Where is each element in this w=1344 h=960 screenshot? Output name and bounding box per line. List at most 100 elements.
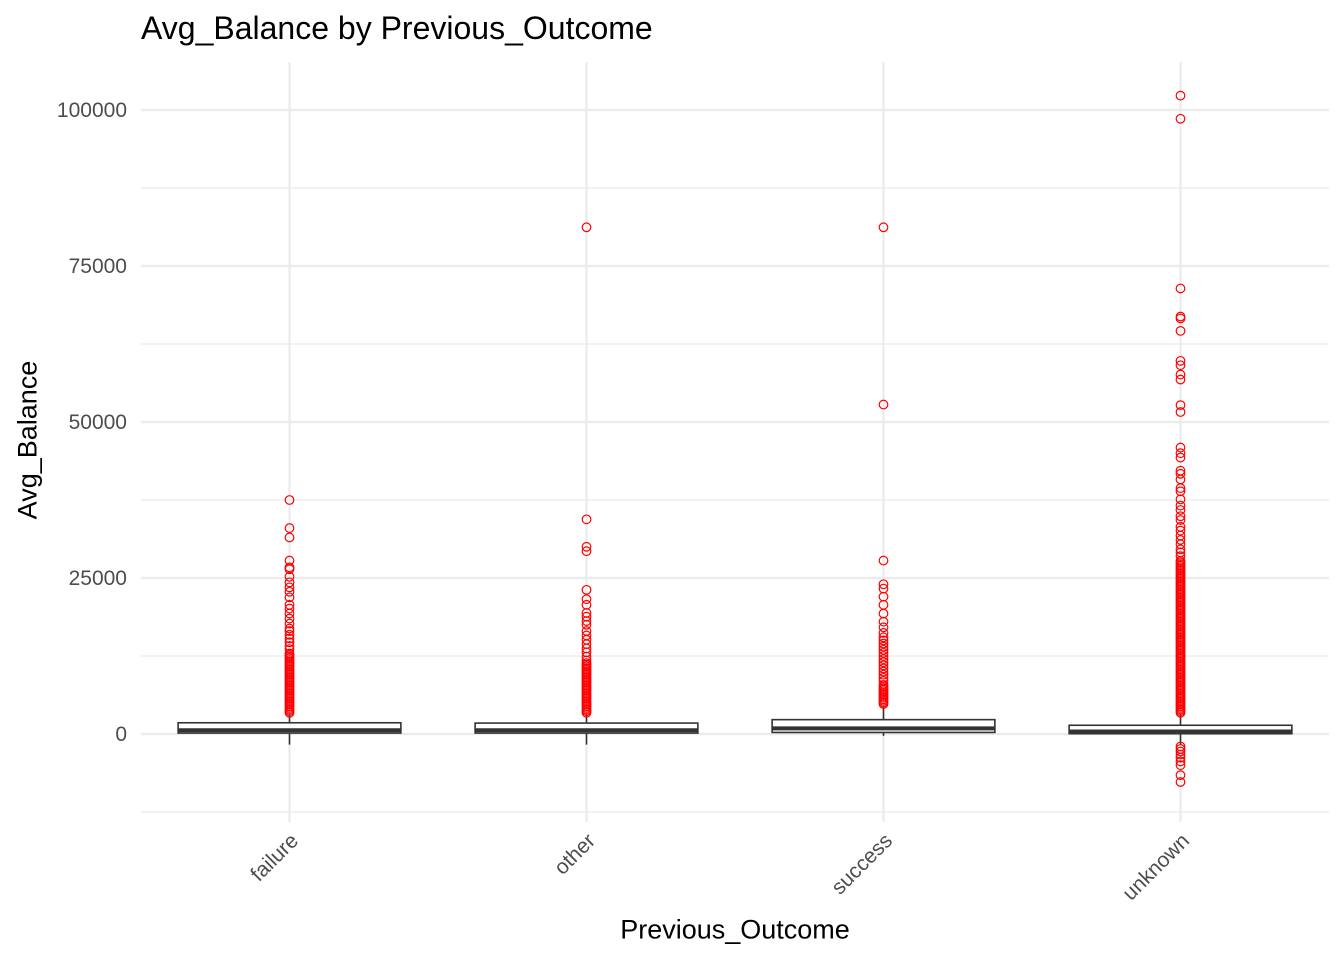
outlier-point [878, 666, 889, 677]
outlier-point [1175, 494, 1186, 505]
outlier-point [284, 626, 295, 636]
outlier-point [1175, 407, 1186, 417]
outlier-points [284, 90, 1186, 787]
outlier-point [581, 222, 592, 233]
outlier-point [1175, 756, 1186, 767]
outlier-point [1175, 551, 1186, 562]
outlier-point [1175, 547, 1186, 558]
outliers-failure [284, 495, 295, 718]
outlier-point [1175, 442, 1186, 453]
boxes [177, 705, 1293, 745]
outlier-point [878, 644, 889, 655]
outlier-point [284, 633, 295, 644]
outlier-point [284, 623, 295, 634]
outlier-point [284, 532, 295, 543]
outlier-point [878, 628, 889, 638]
outlier-point [1175, 355, 1186, 366]
outlier-point [878, 555, 889, 566]
outlier-point [1175, 746, 1186, 757]
outlier-point [284, 495, 295, 505]
chart-title: Avg_Balance by Previous_Outcome [141, 10, 653, 46]
outlier-point [1175, 468, 1186, 479]
axis-ticks: 0 25000 50000 75000 100000 failure other succes… [57, 99, 1194, 905]
outlier-point [1175, 749, 1186, 760]
outlier-point [878, 641, 889, 652]
outlier-point [1175, 777, 1186, 787]
outlier-point [284, 629, 295, 640]
outlier-point [284, 644, 295, 655]
outlier-point [1175, 313, 1186, 324]
iqr-box [177, 721, 402, 734]
outlier-point [1175, 535, 1186, 545]
outlier-point [878, 579, 889, 590]
outlier-point [284, 648, 295, 659]
outlier-point [878, 632, 889, 643]
outlier-point [284, 618, 295, 629]
outlier-point [284, 603, 295, 614]
outlier-point [878, 660, 889, 671]
outlier-point [284, 613, 295, 624]
outlier-point [581, 584, 592, 595]
outlier-point [1175, 760, 1186, 771]
outliers-other [581, 222, 592, 718]
outlier-point [284, 641, 295, 651]
outliers-unknown [1175, 90, 1186, 787]
outlier-point [878, 654, 889, 665]
outlier-point [284, 586, 295, 597]
outlier-point [581, 655, 592, 666]
outlier-point [284, 577, 295, 588]
outlier-point [878, 635, 889, 646]
outlier-point [1175, 325, 1186, 336]
outlier-point [878, 657, 889, 668]
outlier-point [878, 672, 889, 683]
outlier-point [1175, 483, 1186, 494]
outlier-point [581, 541, 592, 552]
outlier-point [581, 619, 592, 630]
outlier-point [1175, 544, 1186, 555]
iqr-box [1068, 724, 1293, 735]
outlier-point [284, 523, 295, 533]
y-tick-label: 0 [115, 723, 127, 746]
outlier-point [878, 616, 889, 627]
outliers-success [878, 222, 889, 709]
outlier-point [1175, 400, 1186, 411]
outlier-point [284, 571, 295, 582]
x-axis-label: Previous_Outcome [620, 914, 850, 945]
box-unknown [1068, 713, 1293, 745]
outlier-point [1175, 511, 1186, 522]
y-tick-label: 50000 [69, 411, 127, 434]
y-tick-label: 100000 [57, 99, 127, 122]
x-tick-label: failure [246, 829, 303, 886]
outlier-point [1175, 500, 1186, 511]
outlier-point [1175, 374, 1186, 385]
outlier-point [581, 616, 592, 626]
box-other [474, 713, 699, 745]
outlier-point [284, 608, 295, 619]
outlier-point [878, 647, 889, 658]
outlier-point [1175, 515, 1186, 525]
outlier-point [878, 638, 889, 649]
iqr-box [771, 718, 996, 734]
iqr-box [474, 722, 699, 734]
outlier-point [1175, 770, 1186, 781]
x-tick-label: other [550, 829, 600, 879]
outlier-point [581, 514, 592, 525]
box-failure [177, 714, 402, 745]
outlier-point [878, 669, 889, 680]
box-success [771, 705, 996, 736]
outlier-point [581, 651, 592, 662]
outlier-point [878, 676, 889, 686]
outlier-point [878, 679, 889, 690]
outlier-point [1175, 752, 1186, 763]
outlier-point [1175, 525, 1186, 536]
x-tick-label: unknown [1118, 829, 1194, 905]
outlier-point [581, 658, 592, 669]
outlier-point [1175, 90, 1186, 101]
outlier-point [878, 651, 889, 661]
outlier-point [1175, 448, 1186, 459]
outlier-point [284, 564, 295, 575]
y-tick-label: 25000 [69, 567, 127, 590]
outlier-point [284, 592, 295, 603]
outlier-point [581, 546, 592, 557]
outlier-point [878, 399, 889, 410]
